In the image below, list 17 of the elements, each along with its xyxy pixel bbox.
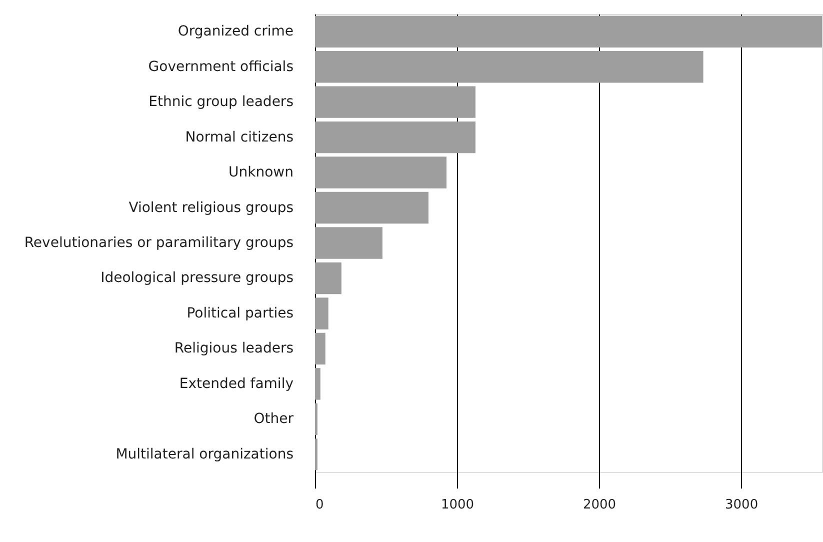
y-tick-label: Other	[254, 411, 294, 428]
x-tick-label: 3000	[725, 498, 758, 512]
y-tick-label: Violent religious groups	[128, 200, 294, 216]
x-tick-label: 2000	[582, 498, 616, 512]
y-tick-label: Organized crime	[178, 24, 294, 40]
y-tick-label: Unknown	[228, 164, 294, 181]
y-tick-label: Government officials	[148, 58, 294, 75]
y-tick-label: Ethnic group leaders	[148, 94, 294, 110]
y-tick-label: Revelutionaries or paramilitary groups	[24, 235, 294, 251]
x-tick-label: 0	[316, 498, 324, 512]
y-tick-label: Political parties	[186, 305, 294, 322]
y-tick-label: Extended family	[179, 376, 294, 392]
y-tick-label: Normal citizens	[185, 129, 294, 146]
y-tick-label: Religious leaders	[174, 340, 294, 357]
y-tick-label: Ideological pressure groups	[100, 270, 294, 286]
y-tick-label: Multilateral organizations	[116, 446, 294, 462]
x-tick-label: 1000	[440, 498, 474, 512]
